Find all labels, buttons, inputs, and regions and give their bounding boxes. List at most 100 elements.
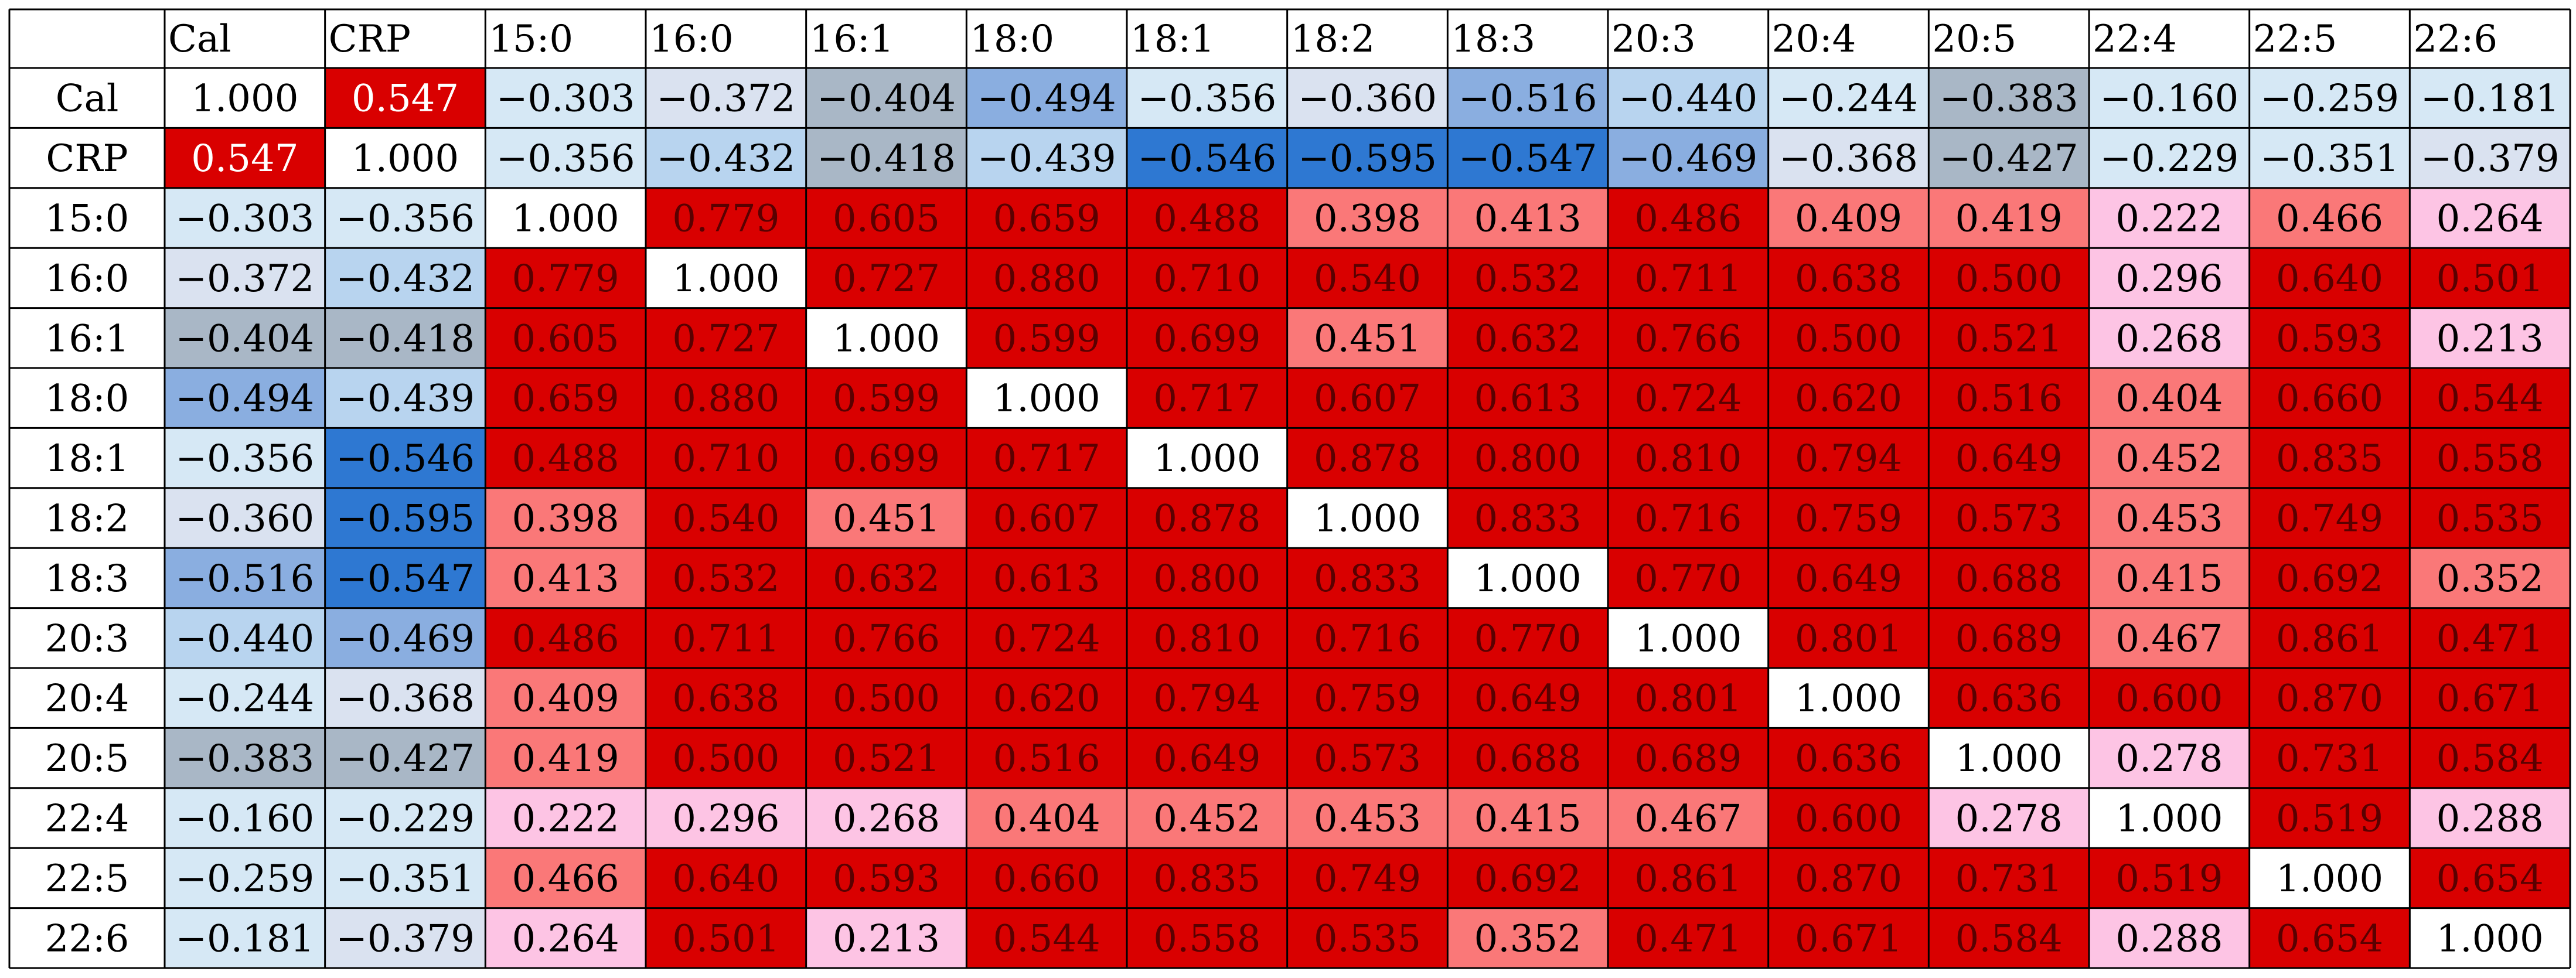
cell-value-label: 0.409	[1795, 197, 1902, 241]
heatmap-cell	[1127, 368, 1287, 428]
heatmap-cell	[1768, 368, 1929, 428]
heatmap-cell	[2089, 248, 2250, 308]
cell-value-label: −0.356	[175, 437, 314, 481]
cell-value-label: 0.620	[1795, 377, 1902, 421]
cell-value-label: 0.613	[1474, 377, 1582, 421]
heatmap-cell	[646, 728, 806, 788]
cell-value-label: 0.264	[512, 917, 619, 960]
heatmap-cell	[325, 848, 486, 908]
cell-value-label: −0.360	[175, 497, 314, 541]
heatmap-cell	[325, 608, 486, 668]
cell-value-label: 0.716	[1314, 617, 1421, 660]
heatmap-cell	[1608, 128, 1769, 188]
heatmap-cell	[165, 488, 325, 548]
heatmap-cell	[2410, 788, 2570, 848]
cell-value-label: 0.501	[2437, 257, 2544, 301]
heatmap-cell	[2249, 308, 2410, 368]
row-header-cell	[9, 128, 165, 188]
cell-value-label: 0.699	[833, 437, 940, 481]
cell-value-label: −0.432	[656, 137, 795, 180]
heatmap-cell	[1768, 608, 1929, 668]
cell-value-label: 0.878	[1153, 497, 1260, 541]
heatmap-cell	[1447, 368, 1608, 428]
column-header-label: 18:2	[1291, 18, 1375, 61]
cell-value-label: 0.453	[2115, 497, 2223, 541]
row-header-label: 22:4	[45, 798, 130, 841]
column-header-label: 22:6	[2413, 18, 2497, 61]
heatmap-cell	[485, 428, 646, 488]
heatmap-cell	[1287, 308, 1448, 368]
cell-value-label: 0.711	[1634, 257, 1742, 301]
cell-value-label: −0.259	[175, 857, 314, 901]
cell-value-label: 0.833	[1474, 497, 1582, 541]
column-header-cell	[2249, 9, 2410, 68]
cell-value-label: 0.352	[2437, 557, 2544, 601]
heatmap-cell	[1608, 68, 1769, 128]
heatmap-cell	[1928, 608, 2089, 668]
cell-value-label: 0.404	[993, 798, 1100, 841]
cell-value-label: 0.749	[1314, 857, 1421, 901]
cell-value-label: 0.222	[512, 798, 619, 841]
cell-value-label: 0.727	[672, 317, 779, 360]
cell-value-label: 0.759	[1795, 497, 1902, 541]
heatmap-cell	[966, 728, 1127, 788]
heatmap-cell	[966, 908, 1127, 968]
heatmap-cell	[2410, 728, 2570, 788]
row-header-cell	[9, 848, 165, 908]
cell-value-label: 0.540	[1314, 257, 1421, 301]
column-header-cell	[485, 9, 646, 68]
cell-value-label: 0.452	[1153, 798, 1260, 841]
heatmap-cell	[1287, 188, 1448, 248]
cell-value-label: −0.351	[336, 857, 475, 901]
heatmap-cell	[646, 428, 806, 488]
heatmap-cell	[2249, 728, 2410, 788]
heatmap-cell	[1928, 248, 2089, 308]
heatmap-cell	[2249, 68, 2410, 128]
heatmap-cell	[1287, 248, 1448, 308]
heatmap-cell	[966, 248, 1127, 308]
heatmap-cell	[2089, 548, 2250, 608]
cell-value-label: 0.749	[2276, 497, 2383, 541]
cell-value-label: 0.352	[1474, 917, 1582, 960]
cell-value-label: 0.759	[1314, 677, 1421, 721]
cell-value-label: 0.636	[1795, 737, 1902, 781]
column-header-label: 20:5	[1932, 18, 2016, 61]
heatmap-cell	[1287, 68, 1448, 128]
column-header-cell	[325, 9, 486, 68]
cell-value-label: 1.000	[1474, 557, 1582, 601]
cell-value-label: −0.546	[1137, 137, 1276, 180]
cell-value-label: 0.213	[2437, 317, 2544, 360]
row-header-cell	[9, 668, 165, 728]
heatmap-cell	[646, 68, 806, 128]
heatmap-cell	[1287, 788, 1448, 848]
row-header-label: 16:0	[45, 257, 130, 301]
heatmap-cell	[165, 668, 325, 728]
cell-value-label: 0.584	[1955, 917, 2063, 960]
cell-value-label: 0.717	[1153, 377, 1260, 421]
cell-value-label: 0.607	[1314, 377, 1421, 421]
cell-value-label: 0.878	[1314, 437, 1421, 481]
column-header-cell	[966, 9, 1127, 68]
cell-value-label: −0.181	[175, 917, 314, 960]
cell-value-label: 0.794	[1153, 677, 1260, 721]
heatmap-cell	[966, 68, 1127, 128]
heatmap-cell	[2249, 188, 2410, 248]
heatmap-cell	[2249, 908, 2410, 968]
heatmap-cell	[1768, 908, 1929, 968]
cell-value-label: 0.833	[1314, 557, 1421, 601]
heatmap-cell	[1127, 188, 1287, 248]
heatmap-cell	[1768, 728, 1929, 788]
heatmap-cell	[806, 668, 967, 728]
cell-value-label: −0.547	[1459, 137, 1597, 180]
cell-value-label: 0.794	[1795, 437, 1902, 481]
column-header-label: 18:3	[1451, 18, 1535, 61]
heatmap-cell	[165, 608, 325, 668]
cell-value-label: 0.288	[2115, 917, 2223, 960]
heatmap-cell	[1287, 368, 1448, 428]
heatmap-cell	[485, 608, 646, 668]
heatmap-cell	[1447, 428, 1608, 488]
row-header-label: 20:4	[45, 677, 130, 721]
cell-value-label: 0.558	[1153, 917, 1260, 960]
cell-value-label: −0.404	[175, 317, 314, 360]
cell-value-label: 1.000	[512, 197, 619, 241]
